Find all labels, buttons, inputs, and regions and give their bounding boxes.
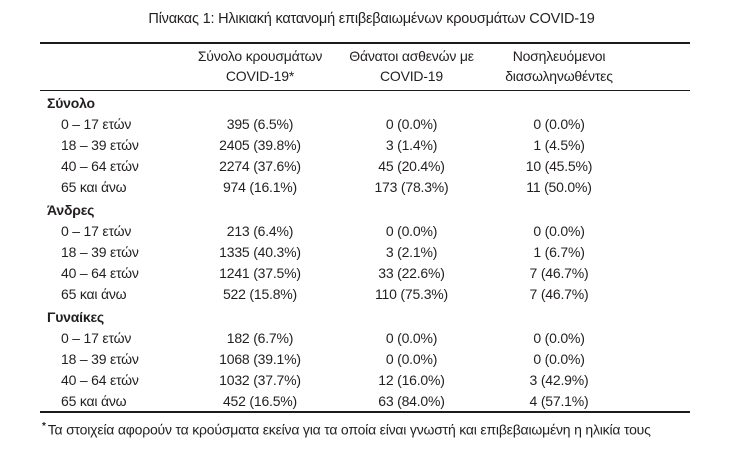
row-spacer-cell — [630, 242, 690, 263]
deaths-value: 33 (22.6%) — [378, 265, 445, 281]
section-label: Σύνολο — [47, 95, 95, 112]
row-spacer-cell — [630, 156, 690, 177]
age-label: 0 – 17 ετών — [61, 116, 132, 132]
age-label: 0 – 17 ετών — [61, 330, 132, 346]
intubated-value: 1 (4.5%) — [533, 137, 585, 153]
row-spacer-cell — [630, 284, 690, 305]
cases-value: 182 (6.7%) — [226, 330, 294, 346]
deaths-value: 0 (0.0%) — [385, 116, 438, 132]
table-row: 18 – 39 ετών 1335 (40.3%) 3 (2.1%) 1 (6.7%) — [40, 242, 690, 263]
cases-value: 2274 (37.6%) — [219, 158, 301, 174]
column-header-deaths: Θάνατοι ασθενών με COVID-19 — [335, 43, 488, 91]
intubated-value: 4 (57.1%) — [529, 392, 589, 409]
deaths-value: 0 (0.0%) — [385, 223, 438, 239]
table-row: 40 – 64 ετών 2274 (37.6%) 45 (20.4%) 10 (45… — [40, 156, 690, 177]
deaths-value: 0 (0.0%) — [385, 330, 438, 346]
age-label: 65 και άνω — [61, 392, 127, 409]
cases-value: 1032 (37.7%) — [219, 372, 301, 388]
data-table: Σύνολο κρουσμάτων COVID-19* Θάνατοι ασθε… — [40, 42, 690, 413]
cases-value: 2405 (39.8%) — [219, 137, 301, 153]
header-empty-cell — [40, 43, 185, 91]
intubated-value: 0 (0.0%) — [533, 330, 585, 346]
row-spacer-cell — [630, 263, 690, 284]
age-label: 65 και άνω — [61, 286, 127, 302]
column-header-cases: Σύνολο κρουσμάτων COVID-19* — [185, 43, 335, 91]
age-label: 40 – 64 ετών — [61, 158, 139, 174]
deaths-value: 12 (16.0%) — [378, 372, 445, 388]
table-row: 18 – 39 ετών 2405 (39.8%) 3 (1.4%) 1 (4.5%) — [40, 135, 690, 156]
intubated-value: 7 (46.7%) — [529, 286, 589, 302]
deaths-value: 173 (78.3%) — [374, 179, 449, 195]
deaths-value: 110 (75.3%) — [374, 286, 449, 302]
deaths-value: 3 (1.4%) — [385, 137, 438, 153]
age-label: 40 – 64 ετών — [61, 372, 139, 388]
column-header-cases-line2: COVID-19* — [225, 67, 295, 84]
row-spacer-cell — [630, 370, 690, 391]
age-label: 18 – 39 ετών — [61, 137, 139, 153]
cases-value: 395 (6.5%) — [226, 116, 294, 132]
intubated-value: 7 (46.7%) — [529, 265, 589, 281]
section-row: Άνδρες — [40, 198, 690, 221]
page-title: Πίνακας 1: Ηλικιακή κατανομή επιβεβαιωμέ… — [148, 11, 595, 27]
table-row: 65 και άνω 522 (15.8%) 110 (75.3%) 7 (46.7%… — [40, 284, 690, 305]
intubated-value: 3 (42.9%) — [529, 372, 589, 388]
deaths-value: 45 (20.4%) — [378, 158, 445, 174]
deaths-value: 3 (2.1%) — [385, 244, 438, 260]
column-header-intubated-line2: διασωληνωθέντες — [505, 67, 613, 84]
table-row: 65 και άνω 452 (16.5%) 63 (84.0%) 4 (57.1%) — [40, 391, 690, 412]
cases-value: 1068 (39.1%) — [219, 351, 301, 367]
intubated-value: 0 (0.0%) — [533, 223, 585, 239]
section-label: Γυναίκες — [47, 309, 104, 325]
intubated-value: 1 (6.7%) — [533, 244, 585, 260]
intubated-value: 0 (0.0%) — [533, 351, 585, 367]
header-row: Σύνολο κρουσμάτων COVID-19* Θάνατοι ασθε… — [40, 43, 690, 91]
cases-value: 974 (16.1%) — [222, 179, 298, 195]
age-label: 65 και άνω — [61, 179, 127, 195]
header-spacer-cell — [630, 43, 690, 91]
age-label: 18 – 39 ετών — [61, 351, 139, 367]
footnote-text: Τα στοιχεία αφορούν τα κρούσματα εκείνα … — [47, 421, 651, 438]
row-spacer-cell — [630, 349, 690, 370]
footnote-marker: * — [42, 420, 46, 432]
age-label: 18 – 39 ετών — [61, 244, 139, 260]
footnote: * Τα στοιχεία αφορούν τα κρούσματα εκείνα… — [42, 418, 743, 439]
column-header-deaths-line1: Θάνατοι ασθενών με — [349, 48, 474, 64]
intubated-value: 0 (0.0%) — [533, 116, 585, 132]
column-header-cases-line1: Σύνολο κρουσμάτων — [197, 48, 323, 64]
row-spacer-cell — [630, 391, 690, 412]
cases-value: 1241 (37.5%) — [219, 265, 301, 281]
table-row: 0 – 17 ετών 213 (6.4%) 0 (0.0%) 0 (0.0%) — [40, 221, 690, 242]
row-spacer-cell — [630, 135, 690, 156]
table-row: 65 και άνω 974 (16.1%) 173 (78.3%) 11 (50.0… — [40, 177, 690, 198]
table-header: Σύνολο κρουσμάτων COVID-19* Θάνατοι ασθε… — [40, 43, 690, 91]
section-row: Γυναίκες — [40, 305, 690, 328]
deaths-value: 63 (84.0%) — [378, 392, 445, 409]
row-spacer-cell — [630, 177, 690, 198]
cases-value: 213 (6.4%) — [226, 223, 294, 239]
section-row: Σύνολο — [40, 91, 690, 114]
cases-value: 1335 (40.3%) — [219, 244, 301, 260]
intubated-value: 10 (45.5%) — [525, 158, 593, 174]
table-row: 18 – 39 ετών 1068 (39.1%) 0 (0.0%) 0 (0.0%) — [40, 349, 690, 370]
deaths-value: 0 (0.0%) — [385, 351, 438, 367]
row-spacer-cell — [630, 114, 690, 135]
row-spacer-cell — [630, 221, 690, 242]
cases-value: 452 (16.5%) — [222, 392, 298, 409]
age-label: 40 – 64 ετών — [61, 265, 139, 281]
section-label: Άνδρες — [47, 202, 95, 218]
column-header-intubated: Νοσηλευόμενοι διασωληνωθέντες — [488, 43, 630, 91]
table-row: 0 – 17 ετών 182 (6.7%) 0 (0.0%) 0 (0.0%) — [40, 328, 690, 349]
column-header-intubated-line1: Νοσηλευόμενοι — [512, 48, 606, 64]
age-label: 0 – 17 ετών — [61, 223, 132, 239]
table-row: 0 – 17 ετών 395 (6.5%) 0 (0.0%) 0 (0.0%) — [40, 114, 690, 135]
table-row: 40 – 64 ετών 1241 (37.5%) 33 (22.6%) 7 (46.… — [40, 263, 690, 284]
table-body: Σύνολο 0 – 17 ετών 395 (6.5%) 0 (0.0%) 0 (0.… — [40, 91, 690, 412]
row-spacer-cell — [630, 328, 690, 349]
intubated-value: 11 (50.0%) — [526, 179, 592, 195]
column-header-deaths-line2: COVID-19 — [380, 67, 443, 84]
cases-value: 522 (15.8%) — [222, 286, 298, 302]
table-row: 40 – 64 ετών 1032 (37.7%) 12 (16.0%) 3 (42.… — [40, 370, 690, 391]
